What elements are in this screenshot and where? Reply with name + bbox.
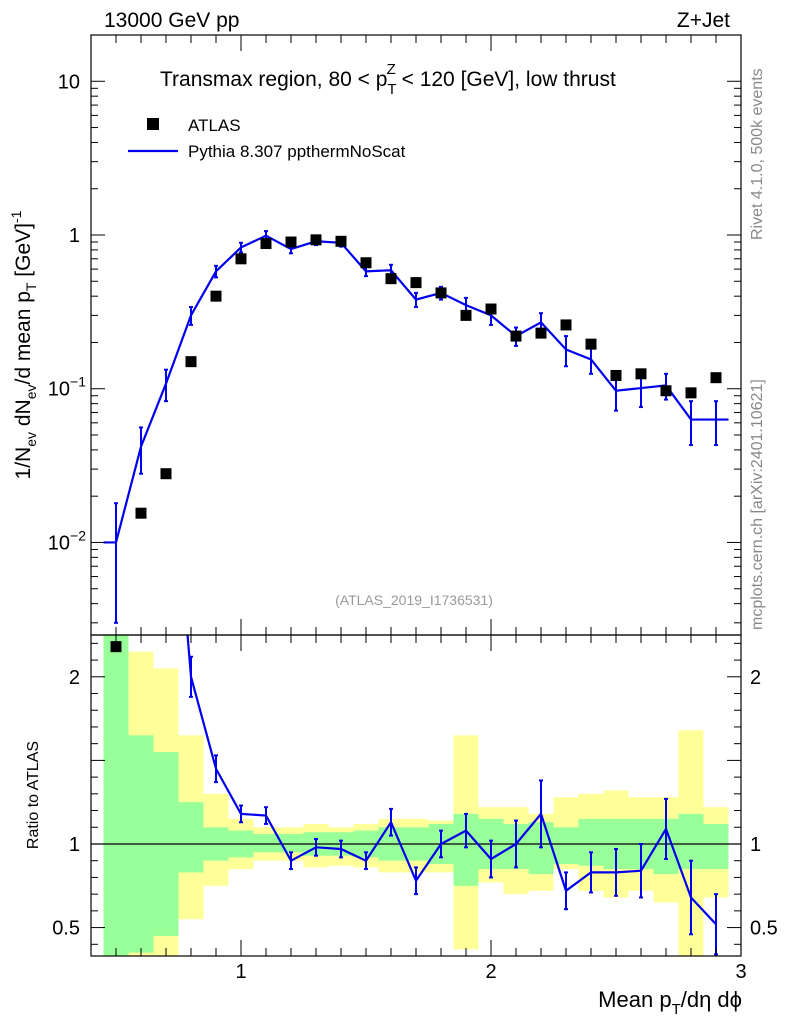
chart-title: Transmax region, 80 < pTZ < 120 [GeV], l…: [160, 61, 616, 98]
atlas-data-point: [485, 303, 497, 315]
y-tick-label: 10−2: [48, 527, 86, 554]
atlas-data-point: [385, 273, 397, 285]
x-tick-label: 2: [485, 961, 496, 983]
atlas-data-point: [585, 338, 597, 350]
atlas-data-point: [335, 235, 347, 247]
atlas-data-point: [260, 238, 272, 250]
atlas-data-point: [135, 507, 147, 519]
atlas-data-point: [660, 385, 672, 397]
ratio-band-inner: [103, 635, 129, 956]
atlas-data-point: [210, 290, 222, 302]
atlas-data-point: [610, 369, 622, 381]
x-tick-label: 1: [235, 961, 246, 983]
atlas-data-point: [110, 641, 122, 653]
legend-label-pythia: Pythia 8.307 ppthermNoScat: [188, 142, 406, 161]
ratio-y-tick-label: 2: [69, 667, 80, 689]
atlas-data-point: [285, 236, 297, 248]
atlas-data-point: [310, 234, 322, 246]
atlas-data-point: [560, 319, 572, 331]
ratio-y-tick-label: 1: [69, 834, 80, 856]
atlas-data-point: [435, 287, 447, 299]
legend-marker-atlas: [147, 118, 159, 130]
atlas-data-point: [710, 372, 722, 384]
atlas-data-point: [635, 368, 647, 380]
main-data-layer: [103, 230, 729, 624]
ratio-band-inner: [703, 823, 729, 870]
main-ylabel: 1/Nev dNev/d mean pT [GeV]-1: [8, 210, 39, 479]
ratio-band-inner: [178, 802, 204, 873]
ratio-y-tick-label-right: 0.5: [750, 918, 778, 940]
header-left: 13000 GeV pp: [104, 9, 239, 32]
ratio-band-inner: [253, 833, 279, 853]
y-tick-label: 10−1: [48, 374, 86, 401]
legend-label-atlas: ATLAS: [188, 116, 241, 135]
rivet-label: Rivet 4.1.0, 500k events: [749, 68, 766, 240]
ratio-band-inner: [553, 827, 579, 865]
atlas-data-point: [160, 468, 172, 480]
atlas-data-point: [535, 327, 547, 339]
ratio-y-tick-label: 0.5: [52, 918, 80, 940]
ratio-data-layer: [91, 635, 741, 956]
x-tick-label: 3: [735, 961, 746, 983]
atlas-data-point: [460, 309, 472, 321]
y-tick-label: 10: [58, 71, 80, 93]
atlas-data-point: [510, 330, 522, 342]
ratio-ylabel: Ratio to ATLAS: [25, 741, 42, 849]
ratio-y-tick-label-right: 1: [750, 834, 761, 856]
ratio-y-tick-label-right: 2: [750, 667, 761, 689]
atlas-data-point: [410, 277, 422, 289]
analysis-tag: (ATLAS_2019_I1736531): [335, 592, 493, 608]
atlas-data-point: [185, 356, 197, 368]
header-right: Z+Jet: [677, 9, 730, 32]
y-tick-label: 1: [69, 225, 80, 247]
atlas-data-point: [235, 253, 247, 265]
source-label: mcplots.cern.ch [arXiv:2401.10621]: [749, 379, 766, 630]
atlas-data-point: [685, 387, 697, 399]
atlas-data-point: [360, 257, 372, 269]
xlabel: Mean pT/dη dϕ: [598, 987, 742, 1018]
